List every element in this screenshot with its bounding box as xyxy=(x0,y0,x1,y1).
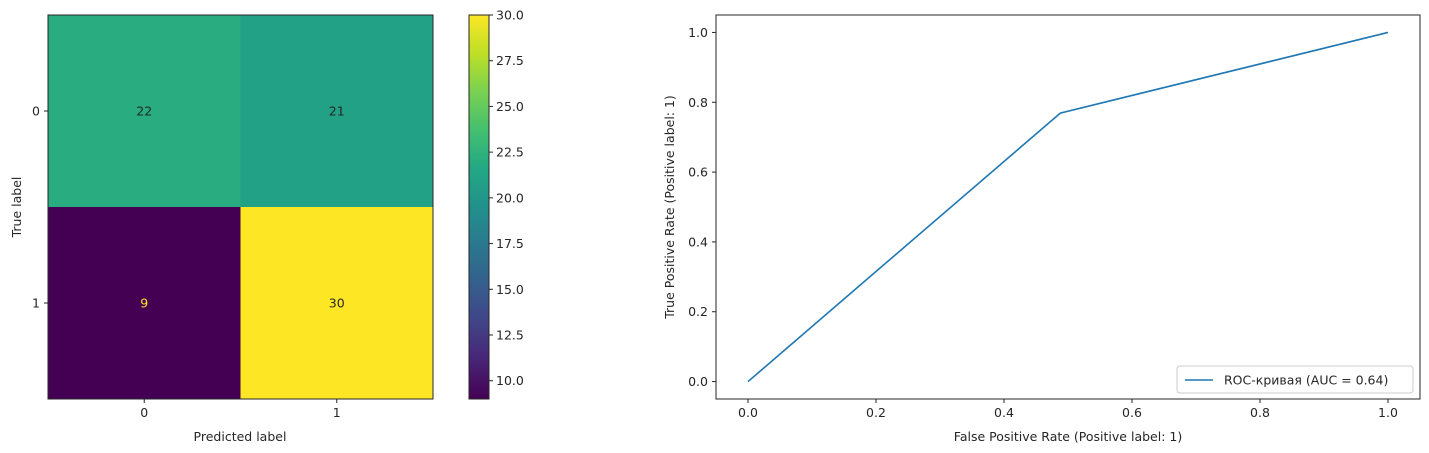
roc-curve-line xyxy=(747,31,1389,383)
colorbar-tick-label: 12.5 xyxy=(496,328,524,343)
roc-ytick-label: 0.0 xyxy=(688,374,708,389)
matrix-cell-1-0 xyxy=(48,207,241,400)
colorbar-frame xyxy=(468,14,490,400)
matrix-cell-value-0-0: 22 xyxy=(136,104,152,119)
roc-ytick-label: 0.4 xyxy=(688,234,708,249)
matrix-cell-value-1-1: 30 xyxy=(329,296,345,311)
matrix-cell-1-1 xyxy=(240,207,434,400)
roc-ylabel: True Positive Rate (Positive label: 1) xyxy=(662,95,677,320)
roc-xtick-label: 0.8 xyxy=(1250,405,1270,420)
confusion-matrix: 22 21 9 30 0 1 0 1 Predicted label True label xyxy=(9,14,434,444)
colorbar-tick-label: 27.5 xyxy=(496,53,524,68)
cm-ytick-label: 1 xyxy=(32,296,40,311)
cm-xtick-label: 1 xyxy=(333,405,341,420)
roc-xtick-label: 0.6 xyxy=(1122,405,1142,420)
roc-ytick-label: 0.6 xyxy=(688,165,708,180)
confusion-matrix-xlabel: Predicted label xyxy=(194,429,287,444)
roc-legend: ROC-кривая (AUC = 0.64) xyxy=(1176,365,1414,394)
confusion-matrix-frame xyxy=(47,14,434,400)
matrix-cell-0-1 xyxy=(240,15,434,208)
roc-xtick-label: 0.4 xyxy=(994,405,1014,420)
colorbar-tick-label: 15.0 xyxy=(496,282,524,297)
colorbar-tick-label: 20.0 xyxy=(496,190,524,205)
matrix-cell-0-0 xyxy=(48,15,241,208)
roc-xtick-label: 0.2 xyxy=(866,405,886,420)
roc-ytick-label: 0.2 xyxy=(688,304,708,319)
colorbar-tick-label: 25.0 xyxy=(496,99,524,114)
roc-ytick-label: 1.0 xyxy=(688,25,708,40)
colorbar-tick-label: 30.0 xyxy=(496,8,524,23)
roc-xlabel: False Positive Rate (Positive label: 1) xyxy=(954,429,1182,444)
colorbar: 10.0 12.5 15.0 17.5 20.0 22.5 25.0 27.5 30.0 xyxy=(468,8,524,400)
roc-xtick-label: 1.0 xyxy=(1378,405,1398,420)
colorbar-tick-label: 10.0 xyxy=(496,373,524,388)
matrix-cell-value-0-1: 21 xyxy=(329,104,345,119)
cm-xtick-label: 0 xyxy=(140,405,148,420)
roc-plot-frame xyxy=(715,14,1421,400)
colorbar-tick-label: 22.5 xyxy=(496,145,524,160)
cm-ytick-label: 0 xyxy=(32,104,40,119)
roc-chart: 0.0 0.2 0.4 0.6 0.8 1.0 0.0 0.2 0.4 0.6 0.8 1.0 Fa… xyxy=(662,14,1421,444)
legend-box xyxy=(1176,365,1414,394)
confusion-matrix-ylabel: True label xyxy=(9,177,24,239)
colorbar-tick-label: 17.5 xyxy=(496,236,524,251)
colorbar-gradient xyxy=(469,15,489,399)
roc-xtick-label: 0.0 xyxy=(738,405,758,420)
legend-label: ROC-кривая (AUC = 0.64) xyxy=(1224,373,1388,388)
roc-ytick-label: 0.8 xyxy=(688,95,708,110)
matrix-cell-value-1-0: 9 xyxy=(140,296,148,311)
